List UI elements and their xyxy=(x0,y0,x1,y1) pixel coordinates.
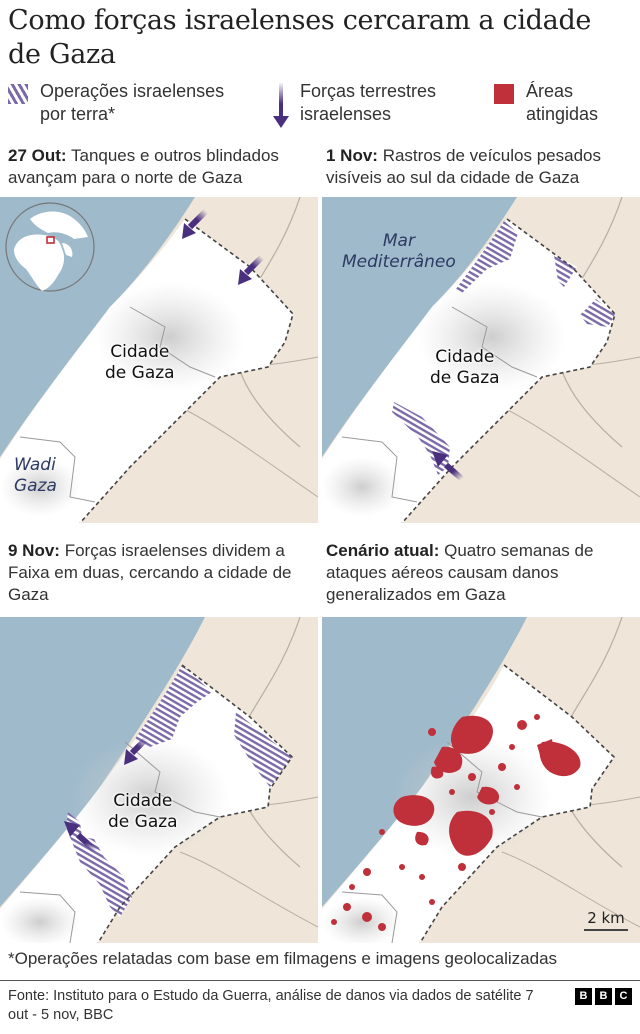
scale-line xyxy=(584,929,628,931)
legend-label-line2: por terra* xyxy=(40,104,116,124)
map-graphic xyxy=(322,197,640,523)
scale-label: 2 km xyxy=(587,909,625,927)
caption-text: Tanques e outros blindados avançam para … xyxy=(8,146,279,187)
caption-date: 9 Nov: xyxy=(8,541,60,560)
locator-globe-icon xyxy=(5,202,95,292)
map-panel-current: 2 km xyxy=(322,617,640,943)
map-panel-9-nov: Cidade de Gaza xyxy=(0,617,318,943)
legend-label-line1: Operações israelenses xyxy=(40,81,225,101)
force-arrow-icon xyxy=(182,208,209,239)
force-arrow-icon xyxy=(238,254,265,285)
map-graphic xyxy=(0,197,318,523)
map-graphic xyxy=(322,617,640,943)
bbc-logo-letter: C xyxy=(615,988,632,1005)
bbc-logo: B B C xyxy=(575,988,632,1005)
panel-caption-1: 27 Out: Tanques e outros blindados avanç… xyxy=(8,145,313,189)
map-graphic xyxy=(0,617,318,943)
legend-label-line1: Forças terrestres xyxy=(300,81,437,101)
caption-text: Quatro semanas de ataques aéreos causam … xyxy=(326,541,594,604)
caption-date: 1 Nov: xyxy=(326,146,378,165)
caption-text: Forças israelenses dividem a Faixa em du… xyxy=(8,541,292,604)
caption-text: Rastros de veículos pesados visíveis ao … xyxy=(326,146,601,187)
divider xyxy=(0,980,640,981)
force-arrow-icon xyxy=(64,821,98,854)
legend: Operações israelenses por terra* Forças … xyxy=(0,80,640,132)
map-panel-27-out: Cidade de Gaza Wadi Gaza xyxy=(0,197,318,523)
scale-bar: 2 km xyxy=(584,909,628,931)
caption-date: Cenário atual: xyxy=(326,541,440,560)
force-arrow-icon xyxy=(432,451,464,482)
page-title: Como forças israelenses cercaram a cidad… xyxy=(8,5,592,70)
wadi-gaza-label: Wadi Gaza xyxy=(14,455,57,496)
legend-label-line2: atingidas xyxy=(526,104,599,124)
bbc-logo-letter: B xyxy=(595,988,612,1005)
hatch-swatch-icon xyxy=(8,84,28,104)
footnote: *Operações relatadas com base em filmage… xyxy=(8,949,558,968)
mediterranean-sea-label: Mar Mediterrâneo xyxy=(342,231,456,272)
force-arrow-icon xyxy=(124,736,149,765)
arrow-down-icon xyxy=(273,82,289,128)
source-text: Fonte: Instituto para o Estudo da Guerra… xyxy=(8,988,534,1023)
panel-caption-2: 1 Nov: Rastros de veículos pesados visív… xyxy=(326,145,631,189)
city-label: Cidade de Gaza xyxy=(108,791,178,832)
city-label: Cidade de Gaza xyxy=(430,347,500,388)
red-square-icon xyxy=(494,84,514,104)
panel-caption-3: 9 Nov: Forças israelenses dividem a Faix… xyxy=(8,540,313,606)
city-label: Cidade de Gaza xyxy=(105,342,175,383)
damage-areas xyxy=(331,714,581,931)
bbc-logo-letter: B xyxy=(575,988,592,1005)
caption-date: 27 Out: xyxy=(8,146,67,165)
legend-label-line2: israelenses xyxy=(300,104,392,124)
legend-label-line1: Áreas xyxy=(526,81,574,101)
panel-caption-4: Cenário atual: Quatro semanas de ataques… xyxy=(326,540,631,606)
map-panel-1-nov: Mar Mediterrâneo Cidade de Gaza xyxy=(322,197,640,523)
